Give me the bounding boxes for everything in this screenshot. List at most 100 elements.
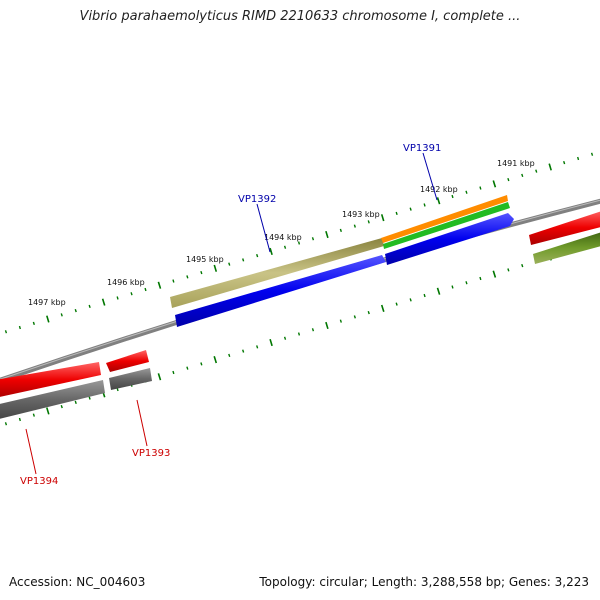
scale-lower-tick [436,287,441,295]
scale-upper-tick [436,197,441,205]
scale-upper-tick [172,279,175,283]
scale-upper-tick [46,315,50,323]
genome-backbone [0,198,600,383]
scale-lower-tick [297,332,301,336]
misc-feature-green[interactable] [383,202,510,249]
scale-lower-tick [46,407,50,415]
scale-upper-tick [60,313,63,317]
tick-label-1492: 1492 kbp [420,185,458,194]
scale-upper-tick [74,308,77,313]
scale-upper-tick [423,203,426,207]
scale-lower-tick [32,413,35,417]
scale-lower-tick [507,268,510,272]
gene-label-vp1394[interactable]: VP1394 [20,476,58,487]
scale-upper-tick [242,258,245,262]
scale-lower-tick [18,417,21,422]
scale-lower-tick [88,396,91,400]
scale-upper-tick [18,325,21,330]
tick-label-1494: 1494 kbp [264,233,302,242]
scale-upper-tick [548,163,552,171]
scale-lower-tick [311,328,315,332]
scale-lower-tick [423,293,426,298]
genome-summary-text: Topology: circular; Length: 3,288,558 bp… [259,575,589,589]
scale-lower-tick [228,353,231,358]
scale-lower-tick [213,356,218,364]
tick-label-1495: 1495 kbp [186,255,224,264]
leader-vp1391 [422,152,438,201]
tick-label-1496: 1496 kbp [107,278,145,287]
scale-upper-tick [492,180,497,188]
scale-lower-tick [380,304,385,312]
scale-upper-tick [395,211,398,216]
scale-lower-tick [492,270,497,278]
scale-upper-tick [157,281,162,289]
scale-upper-tick [88,304,91,309]
scale-upper-tick [507,177,510,182]
scale-lower-tick [521,263,524,268]
misc-feature-orange[interactable] [381,195,508,243]
scale-upper-tick [451,194,454,199]
scale-upper-tick [590,152,594,156]
scale-lower-tick [242,349,245,353]
scale-upper-tick [101,298,106,306]
gene-feature-vp1392[interactable] [170,238,384,308]
scale-upper-tick [186,275,189,279]
gene-label-vp1391[interactable]: VP1391 [403,143,441,154]
scale-lower-tick [339,319,342,323]
scale-lower-tick [186,366,189,370]
scale-upper-tick [353,224,356,228]
scale-upper-tick [521,173,524,178]
map-title: Vibrio parahaemolyticus RIMD 2210633 chr… [79,9,521,24]
scale-upper-tick [297,241,301,245]
scale-lower-tick [465,281,468,285]
scale-lower-tick [325,321,329,330]
scale-lower-tick [409,298,412,302]
leader-vp1392 [256,203,271,253]
scale-upper-tick [200,270,203,275]
scale-upper-tick [577,156,580,161]
scale-lower-tick [60,404,63,409]
gene-feature-vp1393[interactable] [109,368,152,390]
cds-vp1393[interactable] [106,350,149,372]
leader-vp1393 [136,399,148,447]
scale-upper-tick [283,245,287,249]
tick-label-1497: 1497 kbp [28,298,66,307]
scale-lower-tick [353,315,356,319]
scale-upper-tick [4,330,8,334]
scale-upper-tick [479,186,482,190]
cds-vp1394[interactable] [0,362,101,398]
gene-feature-vp1394[interactable] [0,380,105,420]
scale-lower-tick [74,400,77,405]
scale-lower-tick [367,310,370,315]
scale-upper-tick [311,237,315,241]
scale-ticks-upper [4,152,594,334]
scale-upper-tick [563,160,566,165]
scale-upper-tick [144,287,147,292]
cds-vp1391[interactable] [385,213,514,265]
cds-vp1392[interactable] [175,255,386,327]
scale-upper-tick [228,262,231,266]
scale-lower-tick [157,373,162,381]
scale-upper-tick [269,247,273,256]
scale-upper-tick [339,228,342,233]
scale-upper-tick [325,230,329,239]
tick-label-1491: 1491 kbp [497,159,535,168]
scale-lower-tick [172,370,175,375]
gene-feature-right[interactable] [533,231,600,264]
scale-upper-tick [380,214,385,222]
gene-label-vp1393[interactable]: VP1393 [132,448,170,459]
scale-upper-tick [116,296,119,300]
scale-lower-tick [256,345,259,349]
scale-lower-tick [200,362,203,366]
scale-upper-tick [535,169,538,173]
accession-text: Accession: NC_004603 [9,575,146,589]
scale-lower-tick [283,336,287,340]
scale-upper-tick [256,253,259,258]
scale-ticks-lower [4,242,594,426]
gene-label-vp1392[interactable]: VP1392 [238,194,276,205]
leader-vp1394 [25,428,37,475]
scale-lower-tick [451,285,454,289]
scale-upper-tick [213,264,218,272]
cds-reverse-right[interactable] [529,210,600,245]
